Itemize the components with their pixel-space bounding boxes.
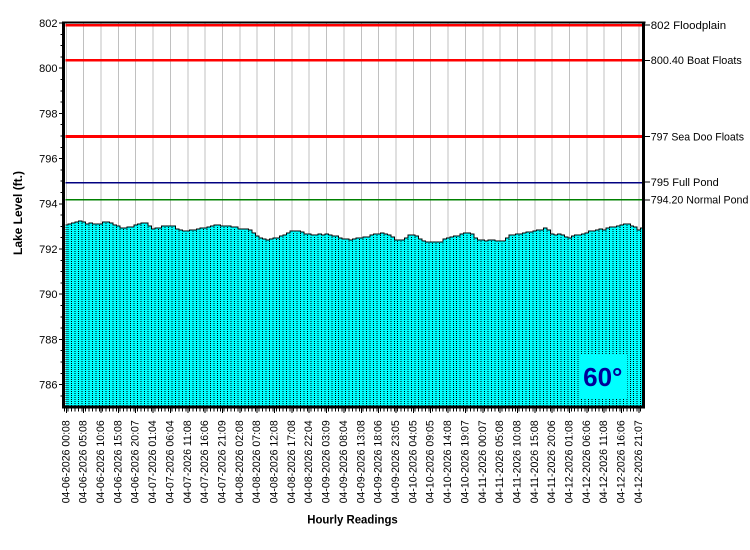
svg-text:04-09-2026 08:04: 04-09-2026 08:04 <box>338 420 350 503</box>
svg-text:795 Full Pond: 795 Full Pond <box>651 177 719 189</box>
svg-text:04-06-2026 00:08: 04-06-2026 00:08 <box>60 420 72 503</box>
svg-text:04-07-2026 11:08: 04-07-2026 11:08 <box>182 420 194 503</box>
svg-text:04-08-2026 07:08: 04-08-2026 07:08 <box>251 420 263 503</box>
svg-text:04-12-2026 06:06: 04-12-2026 06:06 <box>581 420 593 503</box>
svg-text:04-11-2026 00:07: 04-11-2026 00:07 <box>477 420 489 503</box>
svg-text:04-10-2026 04:05: 04-10-2026 04:05 <box>407 420 419 503</box>
svg-text:04-09-2026 13:08: 04-09-2026 13:08 <box>355 420 367 503</box>
svg-text:790: 790 <box>39 289 57 301</box>
svg-text:794: 794 <box>39 199 57 211</box>
svg-text:04-09-2026 03:09: 04-09-2026 03:09 <box>321 420 333 503</box>
svg-text:04-08-2026 17:08: 04-08-2026 17:08 <box>286 420 298 503</box>
svg-text:04-06-2026 20:07: 04-06-2026 20:07 <box>130 420 142 503</box>
svg-text:04-07-2026 06:04: 04-07-2026 06:04 <box>164 420 176 503</box>
svg-text:800: 800 <box>39 63 57 75</box>
svg-text:798: 798 <box>39 108 57 120</box>
svg-text:04-06-2026 15:08: 04-06-2026 15:08 <box>112 420 124 503</box>
svg-text:60°: 60° <box>583 362 622 392</box>
svg-text:04-11-2026 15:08: 04-11-2026 15:08 <box>529 420 541 503</box>
svg-text:04-06-2026 05:08: 04-06-2026 05:08 <box>78 420 90 503</box>
svg-text:04-08-2026 02:08: 04-08-2026 02:08 <box>234 420 246 503</box>
svg-text:04-12-2026 16:06: 04-12-2026 16:06 <box>616 420 628 503</box>
svg-text:04-12-2026 21:07: 04-12-2026 21:07 <box>633 420 645 503</box>
svg-text:04-11-2026 10:08: 04-11-2026 10:08 <box>511 420 523 503</box>
svg-text:800.40 Boat Floats: 800.40 Boat Floats <box>651 55 742 67</box>
svg-text:04-07-2026 01:04: 04-07-2026 01:04 <box>147 420 159 503</box>
svg-text:04-12-2026 01:08: 04-12-2026 01:08 <box>564 420 576 503</box>
svg-text:04-10-2026 09:05: 04-10-2026 09:05 <box>425 420 437 503</box>
svg-text:04-06-2026 10:06: 04-06-2026 10:06 <box>95 420 107 503</box>
svg-text:04-09-2026 23:05: 04-09-2026 23:05 <box>390 420 402 503</box>
svg-text:04-09-2026 18:06: 04-09-2026 18:06 <box>373 420 385 503</box>
svg-text:04-10-2026 14:08: 04-10-2026 14:08 <box>442 420 454 503</box>
svg-text:786: 786 <box>39 380 57 392</box>
svg-text:794.20 Normal Pond: 794.20 Normal Pond <box>651 195 749 207</box>
svg-text:Hourly Readings: Hourly Readings <box>307 513 398 527</box>
svg-text:04-11-2026 05:08: 04-11-2026 05:08 <box>494 420 506 503</box>
svg-text:Lake Level (ft.): Lake Level (ft.) <box>11 171 25 255</box>
svg-text:797 Sea Doo Floats: 797 Sea Doo Floats <box>651 131 745 143</box>
svg-text:04-10-2026 19:07: 04-10-2026 19:07 <box>459 420 471 503</box>
svg-text:04-08-2026 22:04: 04-08-2026 22:04 <box>303 420 315 503</box>
svg-text:802 Floodplain: 802 Floodplain <box>651 20 726 32</box>
svg-text:04-08-2026 12:08: 04-08-2026 12:08 <box>269 420 281 503</box>
svg-text:04-07-2026 21:09: 04-07-2026 21:09 <box>216 420 228 503</box>
svg-text:04-12-2026 11:08: 04-12-2026 11:08 <box>598 420 610 503</box>
svg-text:796: 796 <box>39 154 57 166</box>
svg-text:04-07-2026 16:06: 04-07-2026 16:06 <box>199 420 211 503</box>
svg-text:802: 802 <box>39 18 57 30</box>
svg-text:04-11-2026 20:06: 04-11-2026 20:06 <box>546 420 558 503</box>
svg-text:792: 792 <box>39 244 57 256</box>
svg-text:788: 788 <box>39 334 57 346</box>
